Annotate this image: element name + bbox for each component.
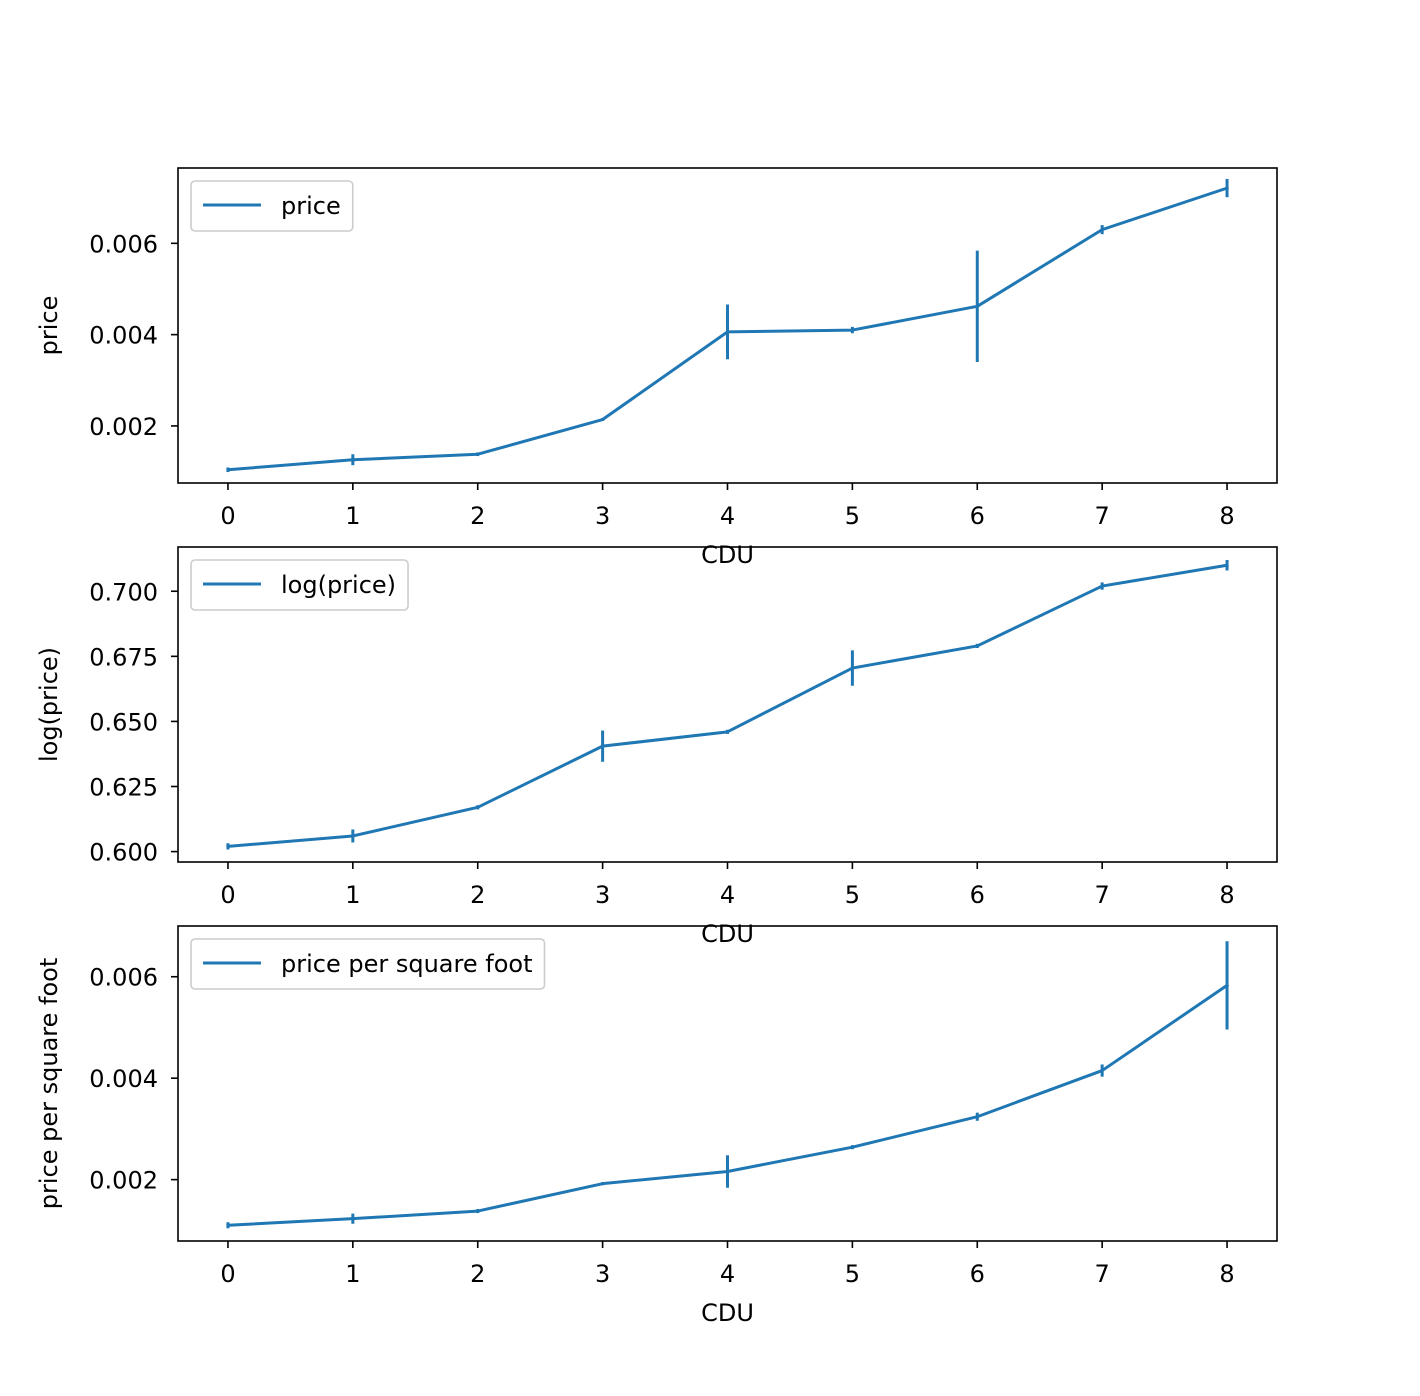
data-point bbox=[726, 330, 729, 334]
x-tick-label: 4 bbox=[720, 1260, 735, 1288]
data-point bbox=[1100, 1069, 1104, 1073]
legend-label: log(price) bbox=[281, 571, 396, 599]
subplot-price-per-sqft-xlabel: CDU bbox=[701, 1299, 754, 1327]
subplot-price-ylabel: price bbox=[35, 296, 63, 356]
data-point bbox=[601, 418, 605, 422]
data-point bbox=[726, 1170, 729, 1174]
subplot-log-price-ticks: 0 1 2 3 4 5 6 7 8 0.600 0.625 0.650 0.675 0.700 bbox=[89, 578, 1234, 909]
y-tick-label: 0.625 bbox=[89, 774, 158, 802]
subplot-log-price-xlabel: CDU bbox=[701, 920, 754, 948]
x-tick-label: 1 bbox=[345, 1260, 360, 1288]
data-point bbox=[476, 452, 480, 456]
legend-box bbox=[190, 938, 546, 990]
data-point bbox=[850, 666, 854, 670]
subplot-price: 0 1 2 3 4 5 6 7 8 0.002 0.004 0.006 price CDU price bbox=[35, 167, 1278, 569]
data-point bbox=[975, 1115, 979, 1119]
data-point bbox=[850, 328, 854, 332]
x-tick-label: 7 bbox=[1095, 881, 1110, 909]
y-tick-label: 0.002 bbox=[89, 413, 158, 441]
x-tick-label: 5 bbox=[845, 502, 860, 530]
x-tick-label: 6 bbox=[970, 881, 985, 909]
data-point bbox=[975, 644, 979, 648]
subplot-log-price-legend: log(price) bbox=[190, 559, 409, 611]
data-point bbox=[850, 1145, 854, 1149]
subplot-price-ticks: 0 1 2 3 4 5 6 7 8 0.002 0.004 0.006 bbox=[89, 230, 1234, 530]
y-tick-label: 0.700 bbox=[89, 578, 158, 606]
subplot-price-marks bbox=[226, 178, 1229, 473]
x-tick-label: 2 bbox=[470, 502, 485, 530]
legend-box bbox=[190, 559, 409, 611]
x-tick-label: 1 bbox=[345, 881, 360, 909]
data-point bbox=[351, 458, 355, 462]
subplot-price-per-sqft-ticks: 0 1 2 3 4 5 6 7 8 0.002 0.004 0.006 bbox=[89, 964, 1234, 1288]
x-tick-label: 7 bbox=[1095, 502, 1110, 530]
data-point bbox=[476, 1209, 480, 1213]
subplot-price-per-sqft: 0 1 2 3 4 5 6 7 8 0.002 0.004 0.006 price per squar… bbox=[35, 925, 1278, 1327]
y-tick-label: 0.006 bbox=[89, 230, 158, 258]
x-tick-label: 0 bbox=[220, 1260, 235, 1288]
x-tick-label: 8 bbox=[1219, 1260, 1234, 1288]
subplot-log-price-ylabel: log(price) bbox=[35, 647, 63, 762]
data-point bbox=[601, 744, 605, 748]
y-tick-label: 0.006 bbox=[89, 964, 158, 992]
legend-label: price bbox=[281, 192, 341, 220]
y-tick-label: 0.600 bbox=[89, 839, 158, 867]
x-tick-label: 2 bbox=[470, 881, 485, 909]
x-tick-label: 5 bbox=[845, 881, 860, 909]
y-tick-label: 0.002 bbox=[89, 1167, 158, 1195]
subplot-log-price: 0 1 2 3 4 5 6 7 8 0.600 0.625 0.650 0.675 0.700 log(p… bbox=[35, 546, 1278, 948]
x-tick-label: 5 bbox=[845, 1260, 860, 1288]
x-tick-label: 0 bbox=[220, 881, 235, 909]
subplot-price-xlabel: CDU bbox=[701, 541, 754, 569]
data-point bbox=[226, 468, 230, 472]
x-tick-label: 7 bbox=[1095, 1260, 1110, 1288]
subplot-price-legend: price bbox=[190, 180, 354, 232]
data-point bbox=[1225, 983, 1229, 987]
x-tick-label: 4 bbox=[720, 881, 735, 909]
y-tick-label: 0.675 bbox=[89, 643, 158, 671]
data-point bbox=[975, 304, 979, 308]
subplot-price-per-sqft-legend: price per square foot bbox=[190, 938, 546, 990]
data-point bbox=[476, 805, 480, 809]
data-point bbox=[1100, 584, 1104, 588]
data-point bbox=[1225, 186, 1229, 190]
subplot-price-per-sqft-ylabel: price per square foot bbox=[35, 958, 63, 1209]
legend-label: price per square foot bbox=[281, 950, 532, 978]
y-tick-label: 0.650 bbox=[89, 708, 158, 736]
subplot-log-price-marks bbox=[226, 560, 1229, 850]
x-tick-label: 8 bbox=[1219, 502, 1234, 530]
subplot-price-per-sqft-marks bbox=[226, 941, 1230, 1229]
y-tick-label: 0.004 bbox=[89, 1065, 158, 1093]
data-point bbox=[1225, 563, 1229, 567]
data-point bbox=[226, 844, 230, 848]
data-point bbox=[1100, 228, 1104, 232]
data-point bbox=[226, 1223, 230, 1227]
x-tick-label: 6 bbox=[970, 502, 985, 530]
x-tick-label: 8 bbox=[1219, 881, 1234, 909]
data-point bbox=[726, 730, 729, 734]
x-tick-label: 3 bbox=[595, 502, 610, 530]
x-tick-label: 1 bbox=[345, 502, 360, 530]
x-tick-label: 6 bbox=[970, 1260, 985, 1288]
data-point bbox=[351, 1217, 355, 1221]
legend-box bbox=[190, 180, 354, 232]
data-point bbox=[601, 1182, 605, 1186]
data-point bbox=[351, 834, 355, 838]
x-tick-label: 4 bbox=[720, 502, 735, 530]
x-tick-label: 3 bbox=[595, 1260, 610, 1288]
x-tick-label: 3 bbox=[595, 881, 610, 909]
y-tick-label: 0.004 bbox=[89, 322, 158, 350]
x-tick-label: 0 bbox=[220, 502, 235, 530]
x-tick-label: 2 bbox=[470, 1260, 485, 1288]
